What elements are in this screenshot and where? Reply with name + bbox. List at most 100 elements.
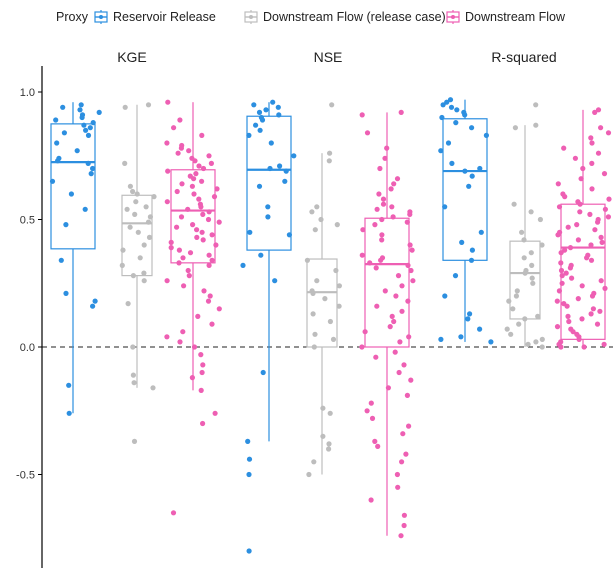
- data-point: [581, 344, 587, 350]
- data-point: [310, 311, 316, 317]
- y-tick-label: 0.5: [20, 215, 35, 227]
- data-point: [390, 214, 396, 220]
- data-point: [145, 219, 152, 225]
- data-point: [508, 331, 514, 337]
- data-point: [135, 229, 141, 235]
- data-point: [336, 303, 342, 309]
- data-point: [206, 252, 212, 258]
- box-iqr: [442, 118, 488, 261]
- data-point: [192, 158, 198, 164]
- data-point: [575, 237, 582, 243]
- data-point: [506, 298, 512, 304]
- legend-key-dot: [249, 15, 253, 19]
- data-point: [563, 270, 569, 276]
- data-point: [96, 109, 102, 115]
- data-point: [63, 290, 69, 296]
- data-point: [196, 196, 202, 202]
- data-point: [556, 288, 563, 294]
- data-point: [329, 102, 335, 108]
- data-point: [389, 313, 395, 319]
- data-point: [122, 160, 128, 166]
- data-point: [377, 165, 383, 172]
- data-point: [90, 303, 96, 309]
- data-point: [398, 533, 404, 539]
- data-point: [90, 165, 96, 172]
- data-point: [439, 114, 445, 121]
- data-point: [168, 239, 174, 245]
- data-point: [373, 265, 379, 271]
- data-point: [200, 211, 206, 217]
- data-point: [198, 204, 204, 210]
- data-point: [379, 232, 385, 238]
- data-point: [251, 102, 257, 108]
- legend-label: Downstream Flow: [465, 10, 566, 24]
- data-point: [396, 369, 402, 376]
- data-point: [391, 318, 397, 325]
- data-point: [326, 158, 332, 164]
- data-point: [58, 257, 64, 263]
- data-point: [602, 206, 609, 212]
- data-point: [174, 188, 180, 195]
- data-point: [209, 257, 215, 263]
- data-point: [410, 278, 416, 284]
- data-point: [359, 344, 365, 350]
- data-point: [388, 186, 394, 192]
- data-point: [588, 242, 594, 248]
- data-point: [272, 278, 278, 284]
- data-point: [375, 443, 381, 449]
- data-point: [379, 216, 385, 223]
- data-point: [206, 262, 212, 268]
- data-point: [465, 316, 471, 322]
- data-point: [304, 257, 310, 263]
- data-point: [359, 112, 365, 118]
- data-point: [334, 222, 340, 228]
- data-point: [528, 209, 534, 215]
- data-point: [205, 216, 212, 223]
- data-point: [327, 318, 333, 325]
- data-point: [178, 214, 185, 220]
- data-point: [195, 313, 201, 319]
- data-point: [401, 362, 407, 368]
- data-point: [49, 178, 56, 184]
- data-point: [597, 308, 603, 314]
- data-point: [385, 385, 391, 391]
- data-point: [180, 329, 186, 335]
- panel-title: NSE: [314, 49, 343, 65]
- data-point: [177, 339, 183, 345]
- box-reservoir-release: [438, 97, 494, 345]
- data-point: [589, 140, 595, 146]
- data-point: [240, 262, 246, 268]
- data-point: [364, 408, 370, 414]
- data-point: [360, 227, 366, 233]
- box-downstream-flow-release-case-: [119, 102, 157, 444]
- data-point: [120, 247, 126, 253]
- data-point: [558, 344, 564, 350]
- data-point: [74, 148, 80, 154]
- data-point: [595, 150, 602, 156]
- data-point: [478, 229, 484, 235]
- data-point: [208, 160, 214, 166]
- data-point: [141, 270, 147, 276]
- data-point: [53, 117, 59, 123]
- data-point: [333, 267, 339, 274]
- data-point: [380, 196, 387, 202]
- data-point: [190, 222, 196, 228]
- data-point: [537, 216, 544, 223]
- data-point: [200, 420, 206, 427]
- data-point: [562, 194, 568, 200]
- data-point: [130, 273, 136, 279]
- data-point: [556, 204, 563, 210]
- data-point: [372, 222, 378, 228]
- data-point: [83, 127, 89, 133]
- data-point: [327, 410, 333, 416]
- data-point: [265, 204, 271, 210]
- box-reservoir-release: [240, 99, 297, 554]
- data-point: [469, 173, 475, 179]
- data-point: [131, 380, 137, 386]
- data-point: [185, 267, 191, 274]
- data-point: [191, 176, 197, 182]
- y-axis: -0.5 0.0 0.5 1.0: [16, 66, 43, 568]
- data-point: [164, 199, 170, 205]
- data-point: [565, 224, 571, 230]
- data-point: [63, 222, 69, 228]
